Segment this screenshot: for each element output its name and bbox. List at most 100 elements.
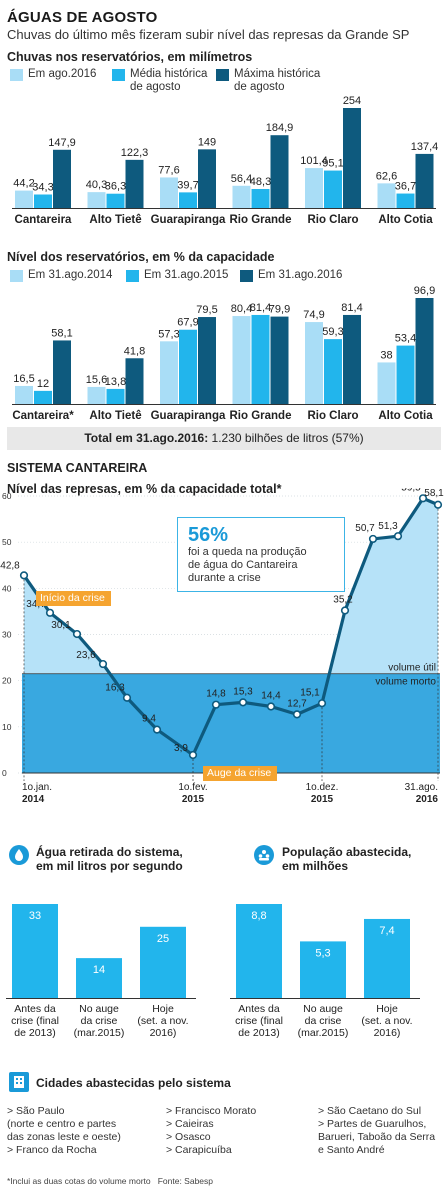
- bar-value-label: 137,4: [411, 141, 439, 153]
- headline: ÁGUAS DE AGOSTO: [7, 9, 158, 26]
- water-drop-icon: [9, 845, 29, 865]
- threshold-label-above: volume útil: [388, 663, 436, 674]
- legend-label: Média histórica de agosto: [130, 68, 208, 93]
- city-item: Barueri, Taboão da Serra: [318, 1131, 436, 1143]
- y-tick-label: 40: [2, 583, 12, 593]
- data-point-label: 15,1: [300, 687, 320, 698]
- data-point: [72, 629, 82, 639]
- city-item: > Partes de Guarulhos,: [318, 1118, 427, 1130]
- bar-value-label: 40,3: [86, 179, 107, 191]
- data-point: [393, 532, 403, 541]
- bar-value-label: 12: [37, 378, 49, 390]
- city-item: > São Caetano do Sul: [318, 1105, 422, 1117]
- category-label: Rio Claro: [307, 214, 358, 225]
- data-point: [368, 534, 378, 544]
- bar: [87, 386, 106, 404]
- bar: [53, 149, 71, 208]
- bar-value-label: 41,8: [124, 345, 145, 357]
- cantareira-chart-title: Nível das represas, em % da capacidade t…: [7, 482, 282, 496]
- bar-value-label: 33: [29, 910, 41, 922]
- data-point-label: 14,4: [261, 691, 281, 702]
- category-label: Alto Cotia: [378, 214, 433, 225]
- area-dead-volume: [22, 673, 440, 773]
- bar-value-label: 57,3: [158, 328, 179, 340]
- bar-value-label: 8,8: [251, 910, 266, 922]
- data-point: [152, 725, 162, 734]
- bar-value-label: 48,3: [250, 176, 271, 188]
- x-tick-year: 2015: [182, 794, 205, 805]
- data-point-label: 35,2: [333, 594, 353, 605]
- data-point: [433, 500, 443, 509]
- level-bar-chart: 16,5 12 58,1 Cantareira* 15,613,8 41,8 Alto Ti…: [12, 285, 436, 422]
- bar: [364, 918, 410, 998]
- y-tick-label: 0: [2, 768, 7, 778]
- bar-value-label: 80,4: [231, 303, 252, 315]
- callout-percent: 56%: [188, 524, 229, 546]
- bar: [15, 190, 33, 208]
- bar-value-label: 14: [93, 964, 105, 976]
- bar: [125, 159, 144, 208]
- bar: [270, 135, 289, 208]
- people-icon: [254, 845, 274, 865]
- bar-value-label: 147,9: [48, 137, 76, 149]
- bar: [300, 941, 346, 998]
- bar-value-label: 96,9: [414, 285, 435, 297]
- data-point: [238, 698, 248, 707]
- level-chart-title: Nível dos reservatórios, em % da capacid…: [7, 250, 275, 264]
- bar-value-label: 67,9: [177, 317, 198, 329]
- crisis-peak-tag: Auge da crise: [203, 766, 278, 781]
- callout-box: 56% foi a queda na produção de água do C…: [177, 517, 345, 592]
- category-label: de 2013): [14, 1027, 55, 1039]
- bar: [232, 316, 251, 404]
- data-point-label: 9,4: [142, 714, 156, 725]
- category-label: crise (final: [235, 1015, 283, 1027]
- category-label: No auge: [79, 1003, 119, 1015]
- x-tick-label: 1o.jan.: [22, 782, 52, 793]
- bar: [87, 192, 106, 208]
- total-band: Total em 31.ago.2016: 1.230 bilhões de l…: [7, 427, 441, 450]
- bar: [324, 170, 342, 208]
- category-label: de 2013): [238, 1027, 279, 1039]
- total-value: 1.230 bilhões de litros (57%): [211, 431, 364, 445]
- x-tick-label: 1o.dez.: [306, 782, 339, 793]
- level-legend-2: Em 31.ago.2015: [126, 269, 228, 282]
- data-point: [122, 693, 132, 702]
- bar-value-label: 36,3: [105, 181, 126, 193]
- city-item: > Carapicuíba: [166, 1144, 232, 1156]
- total-label: Total em 31.ago.2016:: [84, 431, 209, 445]
- bar: [76, 958, 122, 998]
- bar: [140, 926, 186, 998]
- data-point: [418, 494, 428, 503]
- legend-swatch-mid: [126, 270, 139, 282]
- bar: [396, 193, 415, 208]
- withdrawal-title-1: Água retirada do sistema,: [36, 845, 183, 859]
- bar: [15, 385, 33, 404]
- data-point: [188, 750, 198, 760]
- bar-value-label: 59,3: [322, 326, 343, 338]
- bar-value-label: 36,7: [395, 181, 416, 193]
- cities-col-2: > Francisco Morato > Caieiras > Osasco >…: [166, 1105, 306, 1157]
- data-point: [45, 608, 55, 617]
- bar-value-label: 79,9: [269, 304, 290, 316]
- bar: [415, 153, 434, 208]
- bar: [343, 108, 361, 208]
- rain-chart-title: Chuvas nos reservatórios, em milímetros: [7, 50, 253, 64]
- legend-swatch-dark: [216, 69, 229, 81]
- withdrawal-title-2: em mil litros por segundo: [36, 859, 183, 873]
- city-item: > Franco da Rocha: [7, 1144, 97, 1156]
- data-point-label: 59,5: [401, 488, 421, 493]
- legend-swatch-light: [10, 270, 23, 282]
- data-point: [266, 702, 276, 711]
- data-point: [292, 710, 302, 719]
- bar: [251, 188, 270, 208]
- bar-value-label: 38: [380, 349, 392, 361]
- x-tick-label: 31.ago.: [405, 782, 438, 793]
- y-tick-label: 30: [2, 630, 12, 640]
- callout-line-3: durante a crise: [188, 572, 261, 584]
- data-point-label: 23,6: [76, 650, 96, 661]
- category-label: Alto Tietê: [89, 410, 141, 422]
- bar: [305, 168, 323, 208]
- bar-value-label: 122,3: [121, 147, 149, 159]
- bar-value-label: 149: [198, 136, 216, 148]
